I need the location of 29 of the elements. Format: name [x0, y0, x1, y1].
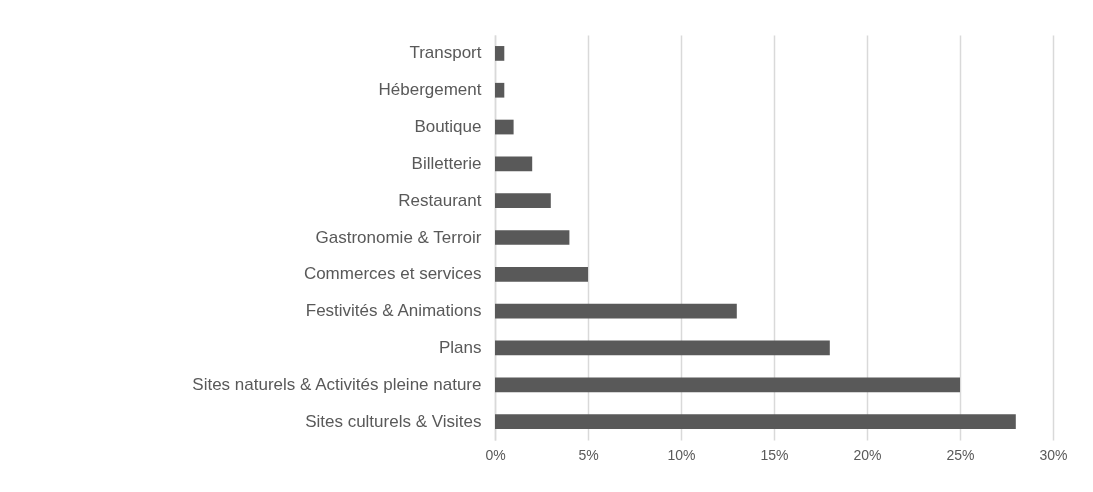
- bar: [495, 340, 830, 356]
- x-tick-label: 25%: [946, 446, 975, 463]
- bar: [495, 266, 588, 282]
- y-tick-label: Billetterie: [411, 153, 482, 173]
- y-tick-label: Plans: [438, 337, 482, 357]
- bar: [495, 377, 960, 393]
- bar: [495, 303, 737, 319]
- bar: [495, 193, 551, 209]
- bar: [495, 156, 533, 172]
- x-tick-label: 10%: [667, 446, 696, 463]
- x-tick-label: 5%: [578, 446, 599, 463]
- x-tick-label: 0%: [485, 446, 506, 463]
- x-tick-label: 30%: [1039, 446, 1068, 463]
- bar: [495, 414, 1016, 429]
- y-tick-label: Commerces et services: [303, 264, 482, 284]
- y-tick-label: Sites culturels & Visites: [305, 411, 482, 431]
- y-tick-label: Sites naturels & Activités pleine nature: [192, 374, 482, 394]
- x-tick-label: 15%: [760, 446, 789, 463]
- bar: [495, 230, 570, 245]
- y-tick-label: Transport: [409, 43, 482, 63]
- y-tick-label: Gastronomie & Terroir: [315, 227, 482, 247]
- x-tick-label: 20%: [853, 446, 882, 463]
- bar: [495, 46, 505, 61]
- bar: [495, 119, 514, 135]
- y-tick-label: Festivités & Animations: [305, 301, 482, 321]
- y-tick-label: Boutique: [414, 117, 482, 137]
- bar: [495, 82, 505, 98]
- y-tick-label: Restaurant: [398, 190, 482, 210]
- y-tick-label: Hébergement: [378, 80, 482, 100]
